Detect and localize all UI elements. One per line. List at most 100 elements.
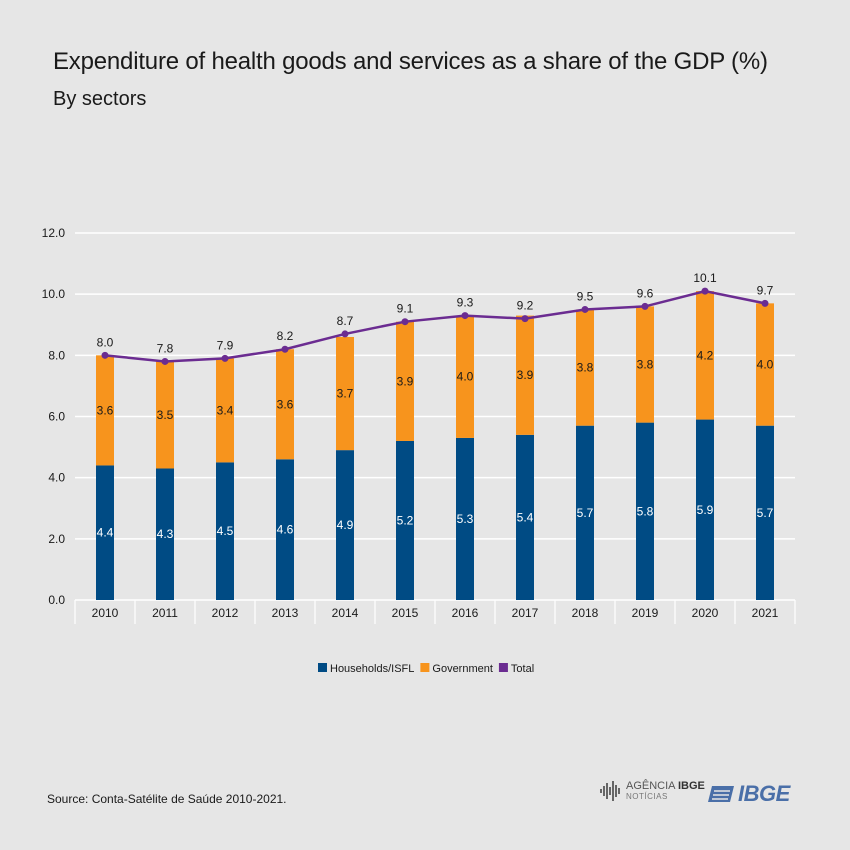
label-households-2018: 5.7 xyxy=(577,506,594,520)
y-tick-label: 4.0 xyxy=(48,471,65,485)
label-households-2016: 5.3 xyxy=(457,512,474,526)
x-tick-label-2021: 2021 xyxy=(752,606,779,620)
x-tick-label-2015: 2015 xyxy=(392,606,419,620)
total-point-2013 xyxy=(281,345,289,353)
bar-government-2017 xyxy=(516,315,534,435)
bar-households-2018 xyxy=(576,425,594,600)
label-total-2019: 9.6 xyxy=(637,286,654,300)
bar-households-2021 xyxy=(756,425,774,600)
agencia-ibge-logo: AGÊNCIA IBGE NOTÍCIAS xyxy=(600,780,705,802)
label-households-2012: 4.5 xyxy=(217,524,234,538)
bar-households-2010 xyxy=(96,465,114,600)
y-tick-label: 6.0 xyxy=(48,410,65,424)
bar-government-2014 xyxy=(336,336,354,451)
bar-government-2020 xyxy=(696,291,714,420)
total-point-2019 xyxy=(641,302,649,310)
label-government-2016: 4.0 xyxy=(457,370,474,384)
label-total-2011: 7.8 xyxy=(157,341,174,355)
label-households-2014: 4.9 xyxy=(337,518,354,532)
legend-label-2: Total xyxy=(511,663,534,675)
legend-swatch-0 xyxy=(318,663,327,672)
y-tick-label: 12.0 xyxy=(42,226,66,240)
bar-government-2019 xyxy=(636,306,654,423)
label-households-2011: 4.3 xyxy=(157,527,174,541)
bar-households-2014 xyxy=(336,450,354,600)
x-tick-label-2020: 2020 xyxy=(692,606,719,620)
label-total-2012: 7.9 xyxy=(217,338,234,352)
label-total-2013: 8.2 xyxy=(277,329,294,343)
bar-government-2021 xyxy=(756,303,774,426)
label-total-2010: 8.0 xyxy=(97,335,114,349)
label-government-2014: 3.7 xyxy=(337,387,354,401)
total-point-2011 xyxy=(161,357,169,365)
label-government-2018: 3.8 xyxy=(577,361,594,375)
label-government-2013: 3.6 xyxy=(277,397,294,411)
total-point-2014 xyxy=(341,330,349,338)
x-tick-label-2017: 2017 xyxy=(512,606,539,620)
agencia-text: AGÊNCIA IBGE NOTÍCIAS xyxy=(626,779,705,802)
label-government-2019: 3.8 xyxy=(637,358,654,372)
chart-title: Expenditure of health goods and services… xyxy=(53,48,768,75)
legend-swatch-1 xyxy=(420,663,430,672)
bar-government-2011 xyxy=(156,361,174,469)
soundwave-icon xyxy=(600,781,620,801)
bar-households-2013 xyxy=(276,459,294,600)
y-tick-label: 8.0 xyxy=(48,348,65,362)
bar-government-2010 xyxy=(96,355,114,466)
label-households-2021: 5.7 xyxy=(757,506,774,520)
label-total-2015: 9.1 xyxy=(397,302,414,316)
legend-label-1: Government xyxy=(432,663,493,675)
y-tick-label: 2.0 xyxy=(48,532,65,546)
source-note: Source: Conta-Satélite de Saúde 2010-202… xyxy=(47,792,287,806)
legend-label-0: Households/ISFL xyxy=(330,663,414,675)
label-total-2020: 10.1 xyxy=(693,271,717,285)
ibge-emblem-icon xyxy=(708,786,734,802)
agencia-word: AGÊNCIA xyxy=(626,779,675,792)
total-point-2016 xyxy=(461,312,469,320)
bar-households-2019 xyxy=(636,422,654,600)
bar-households-2016 xyxy=(456,437,474,600)
total-point-2020 xyxy=(701,287,709,295)
label-government-2017: 3.9 xyxy=(517,368,534,382)
bar-households-2017 xyxy=(516,434,534,600)
label-government-2010: 3.6 xyxy=(97,403,114,417)
bar-government-2016 xyxy=(456,315,474,438)
x-tick-label-2016: 2016 xyxy=(452,606,479,620)
label-total-2021: 9.7 xyxy=(757,283,774,297)
total-point-2015 xyxy=(401,318,409,326)
total-point-2018 xyxy=(581,305,589,313)
label-households-2010: 4.4 xyxy=(97,526,114,540)
label-government-2015: 3.9 xyxy=(397,374,414,388)
label-government-2020: 4.2 xyxy=(697,348,714,362)
chart-subtitle: By sectors xyxy=(53,88,147,110)
x-tick-label-2012: 2012 xyxy=(212,606,239,620)
ibge-wordmark: IBGE xyxy=(738,781,790,806)
x-tick-label-2019: 2019 xyxy=(632,606,659,620)
bar-households-2020 xyxy=(696,419,714,600)
label-total-2018: 9.5 xyxy=(577,289,594,303)
bar-households-2011 xyxy=(156,468,174,600)
label-households-2019: 5.8 xyxy=(637,504,654,518)
total-point-2012 xyxy=(221,354,229,362)
bar-government-2012 xyxy=(216,358,234,463)
total-point-2010 xyxy=(101,351,109,359)
total-point-2021 xyxy=(761,299,769,307)
agencia-ibge-word: IBGE xyxy=(677,779,705,792)
x-tick-label-2018: 2018 xyxy=(572,606,599,620)
y-tick-label: 10.0 xyxy=(42,287,66,301)
total-line xyxy=(104,289,766,363)
x-tick-label-2014: 2014 xyxy=(332,606,359,620)
label-total-2017: 9.2 xyxy=(517,299,534,313)
ibge-logo: IBGE xyxy=(706,781,790,807)
label-households-2013: 4.6 xyxy=(277,523,294,537)
legend-swatch-2 xyxy=(498,663,508,672)
total-point-2017 xyxy=(521,315,529,323)
label-households-2015: 5.2 xyxy=(397,513,414,527)
label-total-2014: 8.7 xyxy=(337,314,354,328)
bar-government-2013 xyxy=(276,349,294,460)
label-total-2016: 9.3 xyxy=(457,296,474,310)
label-households-2017: 5.4 xyxy=(517,510,534,524)
x-tick-label-2011: 2011 xyxy=(152,606,178,620)
noticias-word: NOTÍCIAS xyxy=(626,791,668,801)
